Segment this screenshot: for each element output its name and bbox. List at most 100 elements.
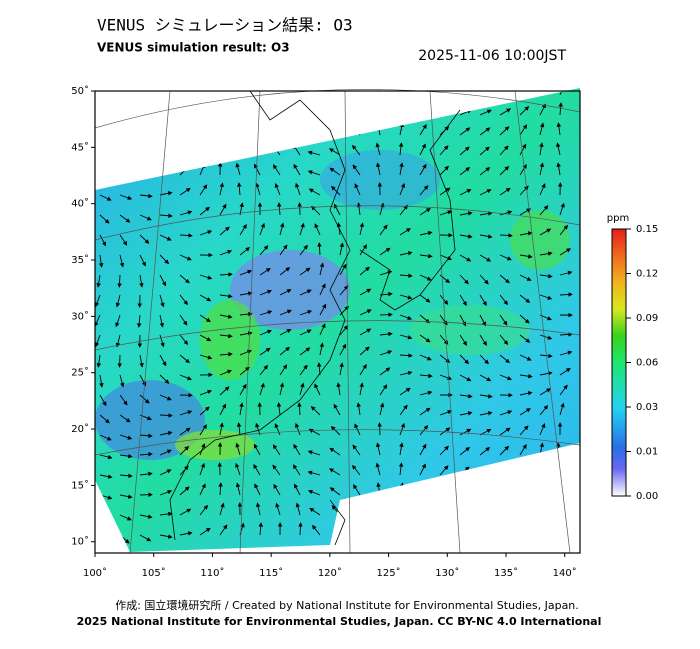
wind-arrow: [199, 206, 210, 216]
wind-arrow: [319, 323, 326, 336]
wind-arrow: [519, 354, 532, 361]
wind-arrow: [239, 247, 251, 256]
wind-arrow: [519, 425, 529, 436]
wind-arrow: [419, 143, 426, 156]
wind-arrow: [159, 191, 173, 196]
lat-label: 45˚: [71, 141, 89, 153]
wind-arrow: [199, 406, 210, 416]
wind-arrow: [179, 465, 189, 476]
wind-arrow: [276, 402, 282, 416]
lon-label: 110˚: [200, 567, 224, 579]
wind-arrow: [307, 450, 321, 456]
wind-arrow: [293, 443, 301, 456]
wind-arrow: [219, 182, 224, 196]
lat-label: 15˚: [71, 479, 89, 491]
wind-arrow: [399, 353, 413, 358]
wind-arrow: [314, 383, 321, 396]
wind-arrow: [559, 202, 565, 216]
wind-arrow: [499, 334, 509, 346]
wind-arrow: [179, 374, 192, 381]
lon-label: 135˚: [494, 567, 518, 579]
wind-arrow: [479, 274, 489, 285]
lon-label: 120˚: [318, 567, 342, 579]
wind-arrow: [159, 354, 167, 367]
wind-arrow: [559, 350, 573, 356]
wind-arrow: [499, 108, 512, 116]
wind-arrow: [279, 346, 291, 356]
wind-arrow: [352, 464, 361, 476]
wind-arrow: [499, 126, 510, 136]
lat-label: 10˚: [71, 536, 89, 548]
wind-arrow: [310, 405, 321, 416]
wind-arrow: [359, 309, 372, 316]
wind-arrow: [459, 189, 472, 196]
wind-arrow: [99, 194, 112, 201]
wind-arrow: [159, 534, 173, 539]
wind-arrow: [359, 346, 370, 356]
wind-arrow: [352, 164, 361, 176]
wind-arrow: [115, 314, 121, 328]
wind-arrow: [479, 189, 492, 196]
wind-arrow: [379, 247, 391, 256]
wind-arrow: [399, 251, 413, 256]
wind-arrow: [479, 234, 493, 239]
wind-arrow: [159, 489, 173, 496]
wind-arrow: [339, 343, 347, 356]
wind-arrow: [539, 205, 549, 216]
wind-arrow: [479, 334, 487, 346]
wind-arrow: [179, 233, 193, 238]
colorbar-label: 0.03: [636, 402, 658, 413]
wind-arrow: [119, 414, 131, 423]
wind-arrow: [279, 244, 288, 256]
wind-arrow: [419, 443, 427, 456]
wind-arrow: [399, 370, 413, 376]
wind-arrow: [539, 371, 553, 376]
wind-arrow: [399, 294, 413, 300]
wind-arrow: [459, 374, 472, 382]
wind-arrow: [479, 127, 491, 136]
wind-arrow: [119, 514, 132, 521]
wind-arrow: [539, 142, 544, 156]
wind-arrow: [299, 347, 311, 356]
wind-arrow: [179, 486, 190, 496]
wind-arrow: [376, 162, 381, 176]
wind-arrow: [139, 254, 146, 267]
wind-arrow: [330, 185, 341, 196]
wind-arrow: [219, 369, 232, 376]
lon-label: 105˚: [142, 567, 166, 579]
wind-arrow: [479, 447, 491, 456]
wind-arrow: [295, 182, 301, 196]
wind-arrow: [329, 468, 341, 476]
wind-arrow: [259, 245, 269, 256]
wind-arrow: [499, 274, 510, 284]
wind-arrow: [139, 433, 153, 439]
wind-arrow: [179, 294, 188, 306]
wind-arrow: [259, 329, 272, 336]
wind-arrow: [239, 383, 247, 396]
wind-arrow: [399, 422, 405, 436]
wind-arrow: [519, 274, 532, 281]
colorbar: [611, 228, 627, 497]
wind-arrow: [159, 394, 172, 401]
wind-arrow: [235, 162, 241, 176]
wind-arrow: [218, 482, 223, 496]
wind-arrow: [279, 289, 292, 296]
wind-arrow: [399, 204, 408, 216]
wind-arrow: [119, 394, 128, 406]
wind-arrow: [559, 367, 571, 376]
wind-arrow: [117, 274, 122, 288]
wind-arrow: [279, 267, 291, 276]
wind-arrow: [96, 274, 101, 288]
lat-label: 40˚: [71, 198, 89, 210]
wind-arrow: [139, 214, 152, 221]
wind-arrow: [459, 274, 469, 285]
colorbar-label: 0.12: [636, 269, 658, 280]
wind-arrow: [539, 334, 553, 340]
map-frame: [94, 90, 581, 554]
wind-arrow: [439, 254, 452, 261]
wind-arrow: [339, 242, 345, 256]
wind-arrow: [399, 228, 411, 236]
wind-arrow: [419, 253, 433, 259]
wind-arrow: [519, 143, 527, 156]
wind-arrow: [95, 294, 101, 308]
